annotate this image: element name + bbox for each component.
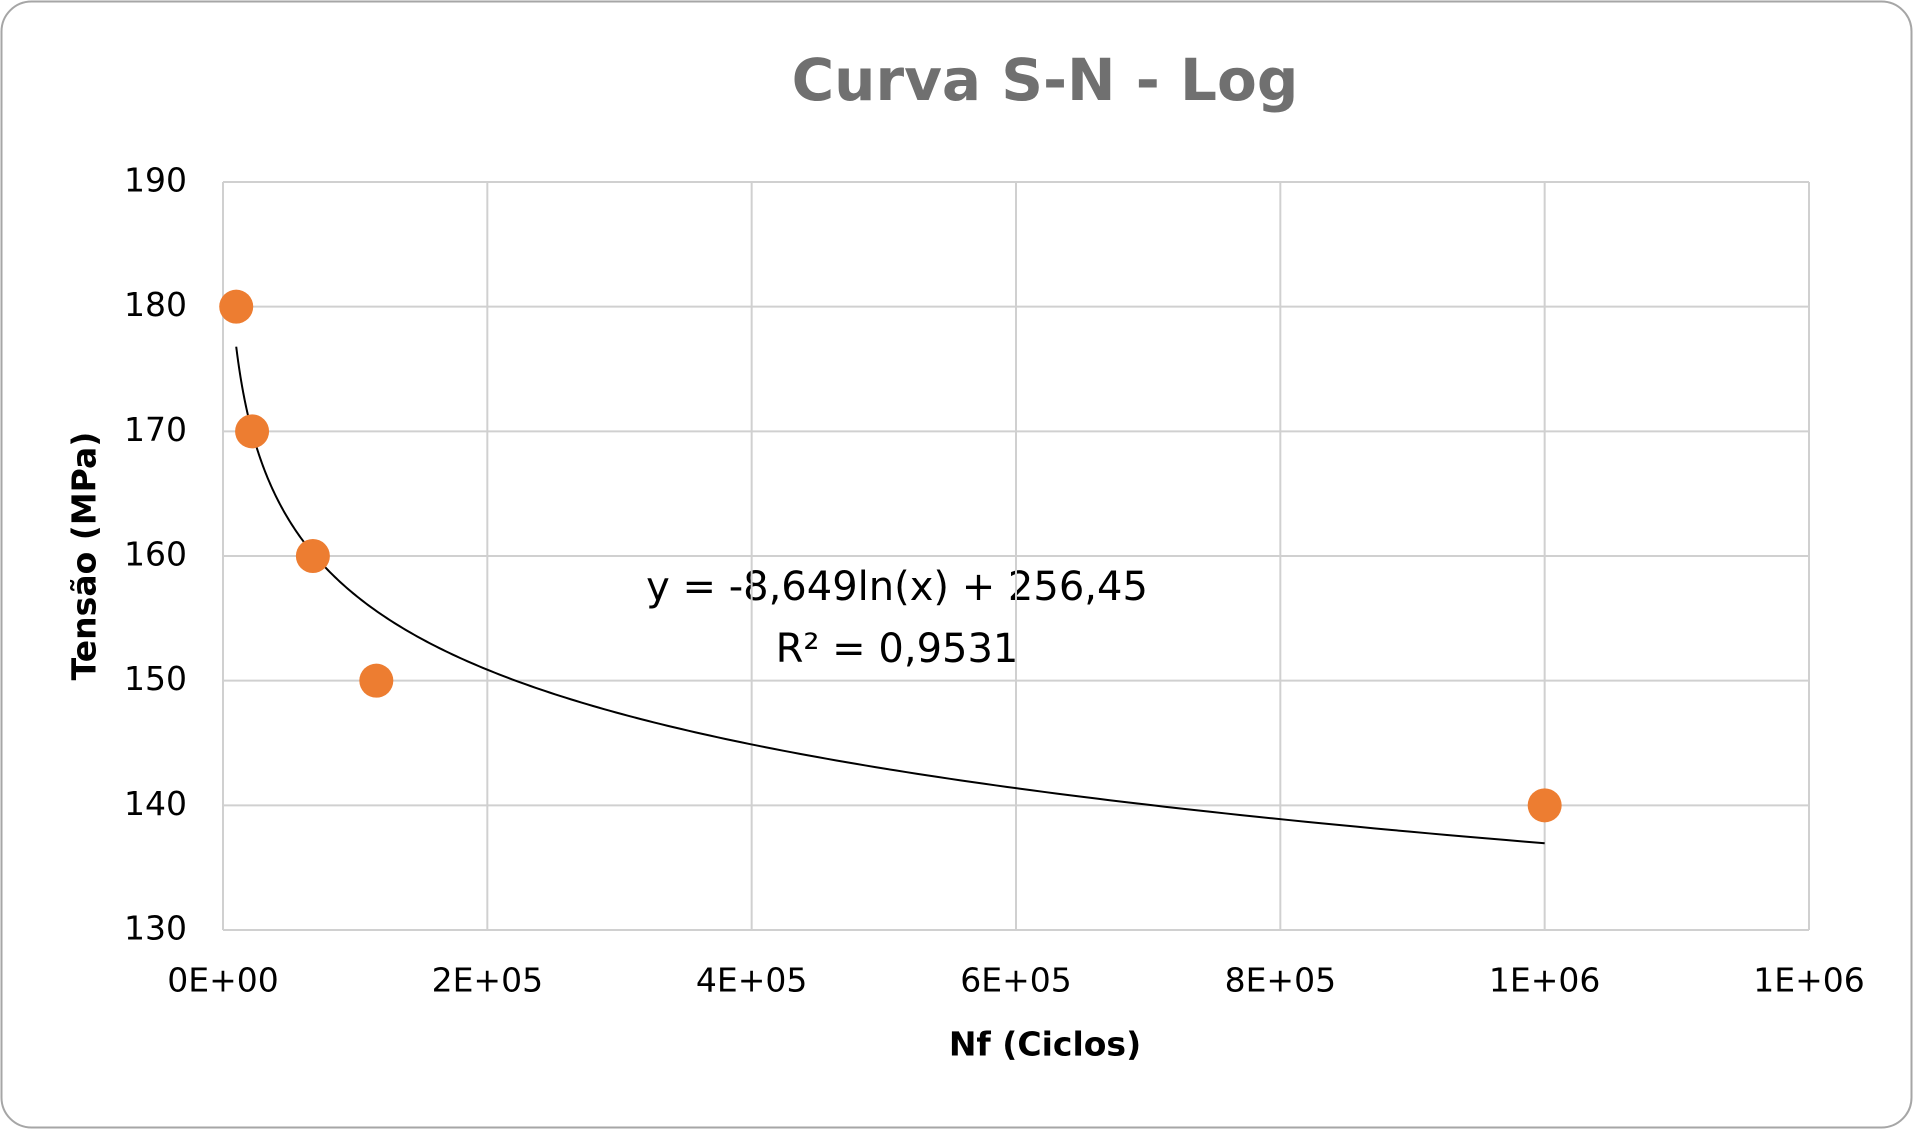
trendline-equation: y = -8,649ln(x) + 256,45 xyxy=(646,564,1148,610)
y-tick-label: 160 xyxy=(124,535,187,574)
x-tick-label: 1E+06 xyxy=(1753,961,1865,1000)
point xyxy=(295,539,330,573)
x-tick-label: 2E+05 xyxy=(432,961,544,1000)
point xyxy=(1527,788,1562,823)
x-tick-label: 8E+05 xyxy=(1225,961,1337,1000)
chart-title: Curva S-N - Log xyxy=(792,46,1299,114)
x-tick-label: 0E+00 xyxy=(167,961,279,1000)
x-tick-label: 1E+06 xyxy=(1489,961,1601,1000)
y-axis-title: Tensão (MPa) xyxy=(65,432,104,681)
y-tick-label: 190 xyxy=(124,161,187,200)
x-axis-title: Nf (Ciclos) xyxy=(949,1025,1141,1064)
y-tick-label: 130 xyxy=(124,909,187,948)
point xyxy=(235,414,270,449)
y-tick-label: 170 xyxy=(124,410,187,449)
y-tick-label: 150 xyxy=(124,659,187,698)
trendline-r2: R² = 0,9531 xyxy=(776,626,1019,672)
point xyxy=(359,663,394,698)
x-tick-label: 4E+05 xyxy=(696,961,808,1000)
x-tick-label: 6E+05 xyxy=(960,961,1072,1000)
y-tick-label: 140 xyxy=(124,784,187,823)
point xyxy=(219,289,254,324)
y-tick-label: 180 xyxy=(124,285,187,324)
